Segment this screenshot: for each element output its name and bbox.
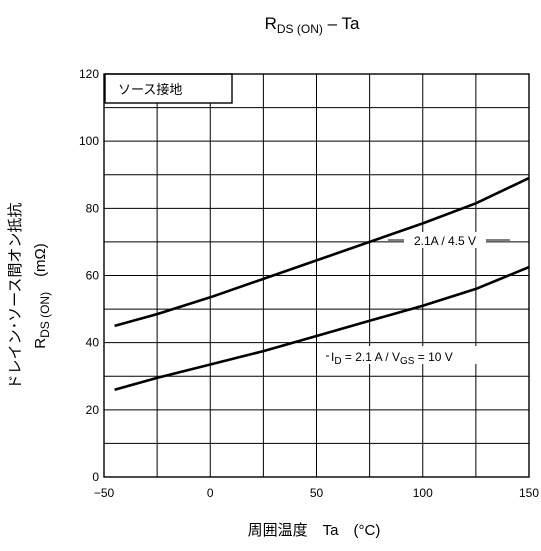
series-line-2 — [114, 265, 530, 391]
x-tick-label: 100 — [413, 486, 433, 500]
y-tick-label: 20 — [86, 403, 100, 417]
series-2-annotation: ID = 2.1 A / VGS = 10 V — [326, 346, 513, 367]
svg-text:ID = 2.1 A / VGS = 10 V: ID = 2.1 A / VGS = 10 V — [331, 350, 453, 367]
y-tick-label: 120 — [79, 67, 99, 81]
y-tick-label: 60 — [86, 269, 100, 283]
series-line-1 — [114, 176, 530, 328]
x-tick-label: 150 — [519, 486, 539, 500]
x-tick-label: 0 — [207, 486, 214, 500]
y-tick-label: 100 — [79, 134, 99, 148]
grid — [104, 74, 529, 477]
series-lines — [114, 176, 530, 391]
svg-text:ドレイン･ソース間オン抵抗: ドレイン･ソース間オン抵抗 — [7, 203, 24, 390]
tick-labels: −50 0 50 100 150 0 20 40 60 80 100 120 — [79, 67, 539, 500]
x-tick-label: 50 — [310, 486, 324, 500]
x-tick-label: −50 — [94, 486, 115, 500]
box-label: ソース接地 — [118, 82, 182, 97]
y-axis-label: ドレイン･ソース間オン抵抗 — [7, 203, 24, 390]
chart-title: RDS (ON) – Ta — [265, 14, 360, 36]
svg-text:RDS (ON) (mΩ): RDS (ON) (mΩ) — [32, 243, 52, 349]
y-tick-label: 40 — [86, 336, 100, 350]
svg-text:2.1A / 4.5 V: 2.1A / 4.5 V — [414, 234, 476, 248]
plot-frame — [103, 73, 530, 478]
x-axis-label: 周囲温度 Ta (°C) — [248, 522, 381, 539]
y-tick-label: 0 — [92, 470, 99, 484]
y-axis-label-2: RDS (ON) (mΩ) — [32, 243, 52, 349]
y-tick-label: 80 — [86, 201, 100, 215]
series-1-annotation: 2.1A / 4.5 V — [388, 232, 510, 248]
